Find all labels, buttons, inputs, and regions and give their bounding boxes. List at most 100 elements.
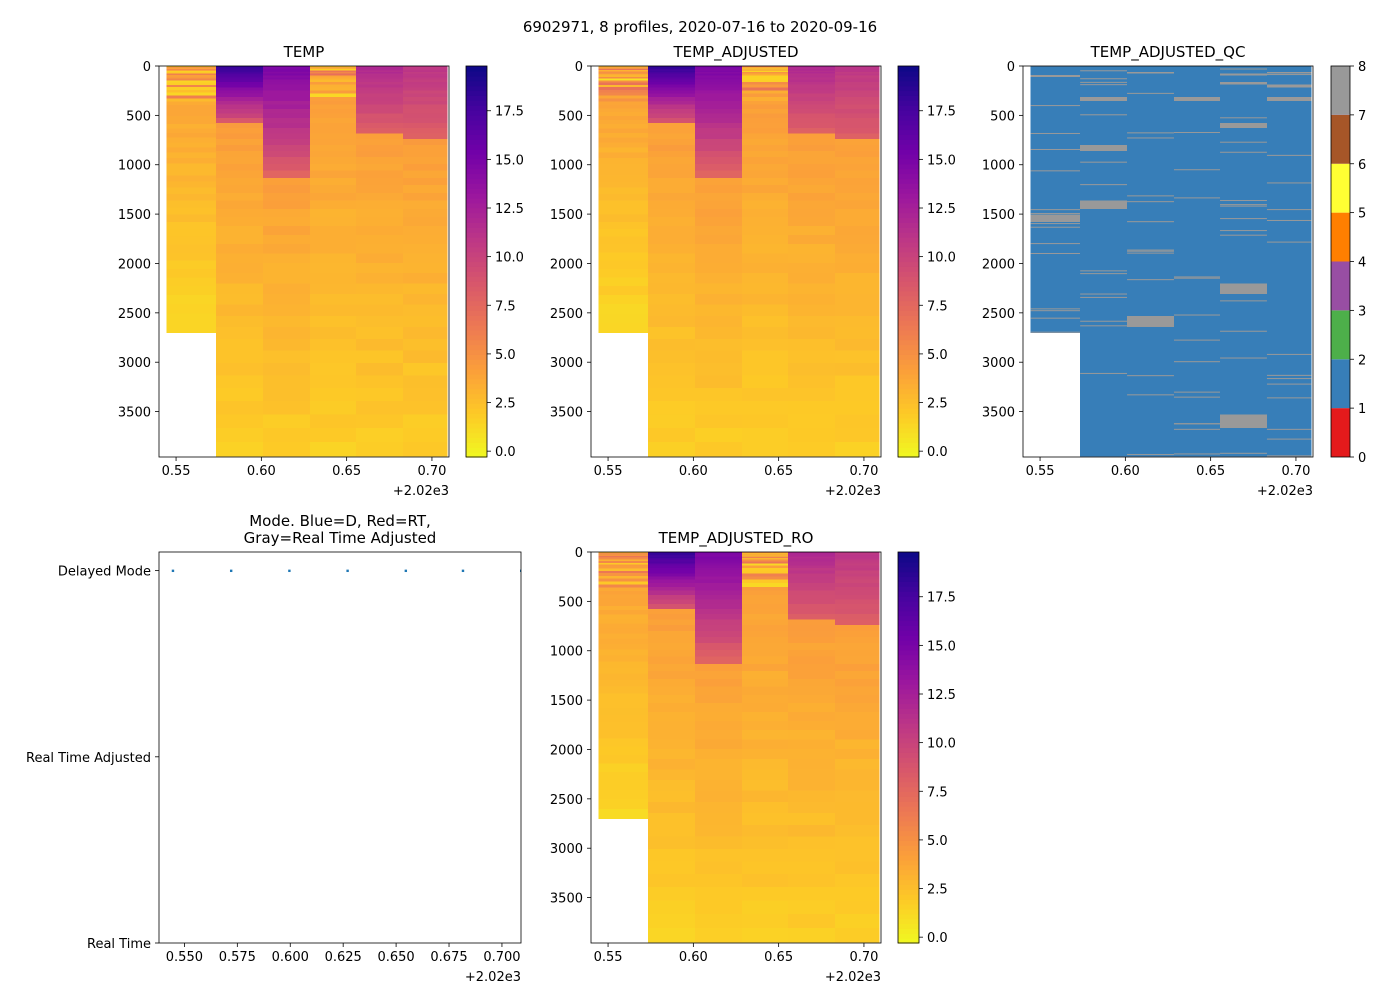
profile-2-cell <box>648 801 696 814</box>
qc-flag-line <box>1030 243 1081 245</box>
profile-1-cell <box>598 799 649 810</box>
colorbar-step <box>898 178 919 184</box>
profile-5-cell <box>788 208 835 218</box>
profile-4-cell <box>309 375 357 389</box>
profile-5-cell <box>788 79 835 83</box>
profile-1-cell <box>1030 82 1081 86</box>
profile-2-cell <box>216 170 264 179</box>
colorbar-step <box>898 276 919 282</box>
profile-1-cell <box>166 221 217 230</box>
profile-6-cell <box>402 441 448 457</box>
colorbar-step <box>898 339 919 346</box>
y-tick-label: 3000 <box>118 356 151 371</box>
profile-1-cell <box>598 108 649 113</box>
colorbar-tick-label: 8 <box>1358 60 1366 75</box>
profile-4-cell <box>309 327 357 340</box>
colorbar-tick-label: 5.0 <box>495 348 516 363</box>
profile-3-cell <box>263 185 310 194</box>
profile-6-cell <box>402 225 448 236</box>
colorbar-step <box>898 649 919 656</box>
profile-4-cell <box>741 77 789 81</box>
colorbar-step <box>898 899 919 905</box>
qc-flag-line <box>1220 124 1267 126</box>
profile-5-cell <box>356 150 403 158</box>
axes-frame <box>1022 65 1314 458</box>
colorbar-step <box>466 364 487 370</box>
profile-5-cell <box>356 441 403 457</box>
profile-2-cell <box>1080 362 1128 376</box>
profile-5-cell <box>788 900 835 915</box>
profile-6-cell <box>834 874 880 888</box>
profile-4-cell <box>741 553 789 556</box>
profile-5-cell <box>1220 263 1267 274</box>
profile-2-cell <box>216 67 264 69</box>
profile-4-cell <box>309 73 357 76</box>
colorbar-step <box>898 796 919 802</box>
mode-point-7 <box>520 569 521 573</box>
colorbar-step <box>466 276 487 282</box>
profile-5-cell <box>788 720 835 731</box>
profile-3-cell <box>695 554 742 557</box>
profile-3-cell <box>695 304 742 317</box>
profile-5-cell <box>356 217 403 227</box>
profile-1-cell <box>1030 69 1081 71</box>
profile-2-cell <box>216 77 264 81</box>
profile-1-cell <box>166 260 217 270</box>
profile-4-cell <box>1173 100 1221 106</box>
profile-5-cell <box>788 749 835 760</box>
profile-4-cell <box>741 79 789 83</box>
profile-3-cell <box>695 583 742 588</box>
profile-6-cell <box>1266 225 1312 236</box>
profile-6-cell <box>834 185 880 194</box>
profile-1-cell <box>1030 68 1081 70</box>
colorbar-step <box>898 771 919 778</box>
profile-2-cell <box>216 72 264 75</box>
profile-5-cell <box>356 327 403 340</box>
colorbar-step <box>898 388 919 395</box>
panel-temp_adjusted_qc: TEMP_ADJUSTED_QC0.55 0.60 0.65 0.70+2.02e30… <box>982 43 1366 499</box>
profile-6-cell <box>834 703 880 713</box>
profile-2-cell <box>648 579 696 584</box>
profile-5-cell <box>1220 253 1267 264</box>
profile-2-cell <box>216 293 264 306</box>
profile-2-cell <box>648 150 696 158</box>
qc-flag-line <box>1080 114 1128 116</box>
profile-4-cell <box>741 663 789 672</box>
profile-1-cell <box>1030 87 1081 91</box>
x-tick-label: 0.600 <box>272 950 309 965</box>
profile-4-cell <box>1173 127 1221 134</box>
colorbar-step <box>898 320 919 326</box>
profile-1-cell <box>166 132 217 139</box>
profile-1-cell <box>166 142 217 149</box>
colorbar-step <box>898 752 919 758</box>
profile-3-cell <box>695 177 742 186</box>
profile-6-cell <box>834 117 880 124</box>
profile-1-cell <box>598 573 649 577</box>
qc-flag-line <box>1220 357 1267 359</box>
profile-5-cell <box>788 608 835 615</box>
panel-title: TEMP_ADJUSTED_RO <box>658 529 814 548</box>
profile-5-cell <box>1220 144 1267 152</box>
profile-3-cell <box>695 769 742 781</box>
profile-2-cell <box>216 225 264 236</box>
profile-6-cell <box>1266 327 1312 340</box>
profile-2-cell <box>1080 122 1128 129</box>
profile-4-cell <box>741 170 789 179</box>
profile-2-cell <box>648 133 696 140</box>
profile-2-cell <box>216 273 264 284</box>
profile-2-cell <box>1080 90 1128 95</box>
profile-2-cell <box>1080 73 1128 76</box>
profile-6-cell <box>834 553 880 555</box>
profile-2-cell <box>648 127 696 134</box>
colorbar-step <box>898 144 919 150</box>
profile-4-cell <box>741 900 789 915</box>
profile-1-cell <box>1030 108 1081 113</box>
profile-4-cell <box>1173 73 1221 76</box>
colorbar-step <box>898 217 919 223</box>
profile-1-cell <box>598 67 649 69</box>
profile-2-cell <box>1080 87 1128 91</box>
profile-5-cell <box>788 414 835 429</box>
qc-flag-line <box>1080 78 1128 80</box>
qc-flag-line <box>1220 205 1267 207</box>
profile-5-cell <box>788 108 835 114</box>
